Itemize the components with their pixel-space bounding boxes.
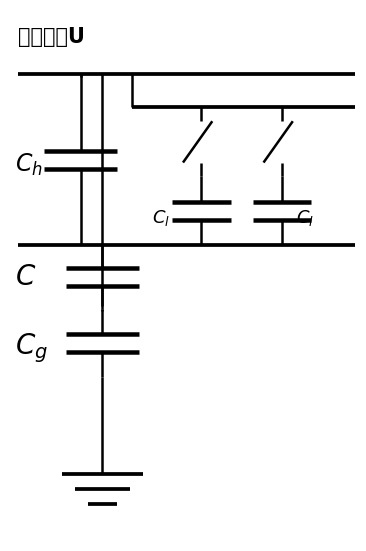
Text: $C_l$: $C_l$	[296, 208, 314, 228]
Text: $C_l$: $C_l$	[152, 208, 170, 228]
Text: 高压导线U: 高压导线U	[18, 27, 85, 47]
Text: $C$: $C$	[15, 263, 36, 291]
Text: $C_g$: $C_g$	[15, 332, 48, 365]
Text: $C_h$: $C_h$	[15, 152, 42, 179]
